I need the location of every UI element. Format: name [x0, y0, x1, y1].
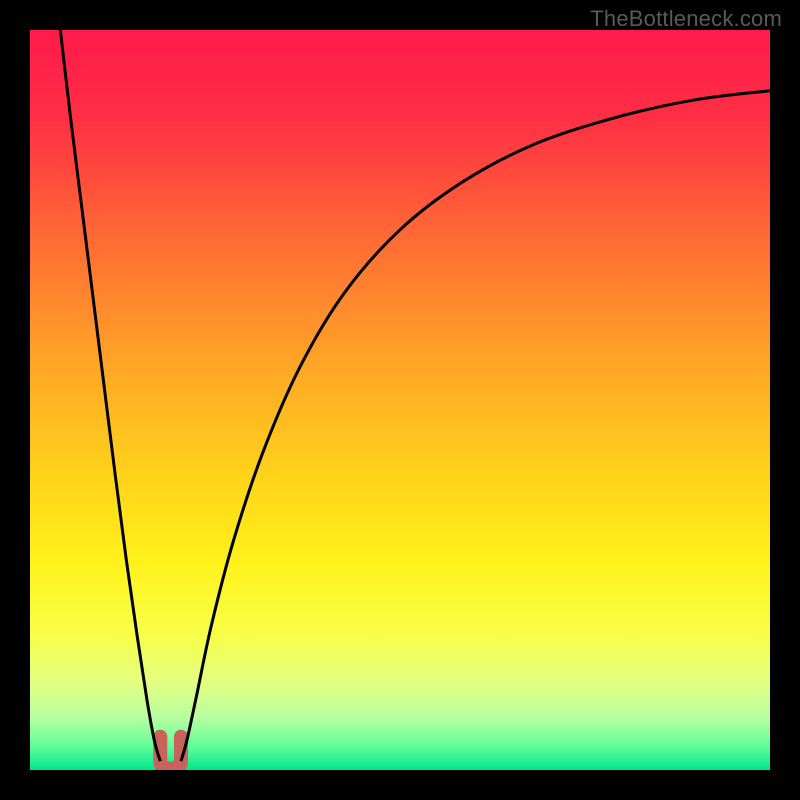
- bottleneck-chart: [0, 0, 800, 800]
- watermark-text: TheBottleneck.com: [590, 6, 782, 32]
- chart-container: TheBottleneck.com: [0, 0, 800, 800]
